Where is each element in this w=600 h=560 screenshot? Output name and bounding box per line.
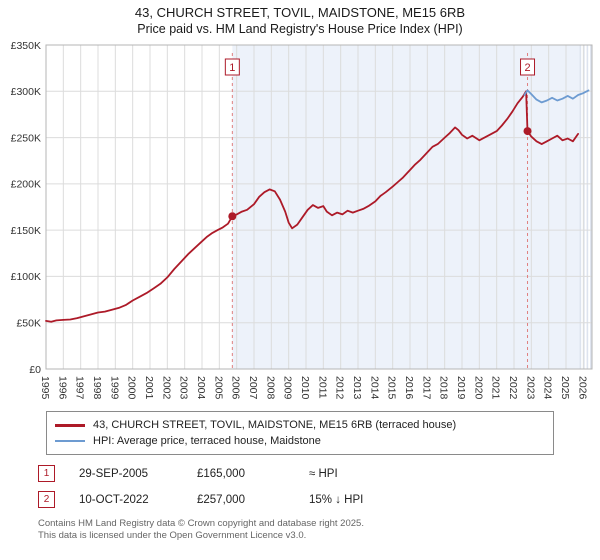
svg-text:2010: 2010 (299, 376, 311, 400)
price-line-swatch (55, 423, 85, 427)
sale-2-date: 10-OCT-2022 (79, 493, 149, 506)
price-chart: 1 2 £0 £50K £100K £150K £200K £250K £300K £350K 19… (0, 37, 600, 409)
svg-text:1996: 1996 (56, 376, 68, 400)
svg-text:£250K: £250K (11, 132, 41, 144)
svg-text:1997: 1997 (74, 376, 86, 400)
svg-text:2021: 2021 (490, 376, 502, 400)
sale-1-price: £165,000 (197, 467, 245, 480)
svg-text:£0: £0 (29, 364, 41, 376)
svg-text:2004: 2004 (195, 376, 207, 400)
sale-annotations: 1 29-SEP-2005 £165,000 ≈ HPI 2 10-OCT-20… (38, 465, 558, 508)
svg-text:2014: 2014 (368, 376, 380, 400)
legend-label: 43, CHURCH STREET, TOVIL, MAIDSTONE, ME1… (93, 419, 457, 431)
sale-2-marker: 2 (38, 491, 55, 508)
svg-text:2020: 2020 (472, 376, 484, 400)
svg-text:2012: 2012 (334, 376, 346, 400)
svg-text:2023: 2023 (524, 376, 536, 400)
svg-text:1995: 1995 (39, 376, 51, 400)
sale-1-hpi-relation: ≈ HPI (309, 467, 338, 480)
svg-text:2026: 2026 (576, 376, 588, 400)
svg-text:2015: 2015 (386, 376, 398, 400)
svg-text:1: 1 (229, 62, 235, 74)
svg-text:2016: 2016 (403, 376, 415, 400)
svg-text:2022: 2022 (507, 376, 519, 400)
svg-text:2011: 2011 (316, 376, 328, 399)
chart-legend: 43, CHURCH STREET, TOVIL, MAIDSTONE, ME1… (46, 411, 554, 455)
svg-text:2000: 2000 (126, 376, 138, 400)
svg-text:2006: 2006 (230, 376, 242, 400)
svg-text:2025: 2025 (559, 376, 571, 400)
footer-line-2: This data is licensed under the Open Gov… (38, 529, 307, 541)
svg-text:2002: 2002 (160, 376, 172, 400)
hpi-line-swatch (55, 440, 85, 442)
sale-1-marker: 1 (38, 465, 55, 482)
svg-text:2017: 2017 (420, 376, 432, 400)
svg-text:£200K: £200K (11, 179, 41, 191)
page-title: 43, CHURCH STREET, TOVIL, MAIDSTONE, ME1… (134, 5, 466, 20)
price-chart-canvas: 1 2 £0 £50K £100K £150K £200K £250K £300K £350K 19… (11, 40, 593, 400)
svg-text:2019: 2019 (455, 376, 467, 400)
svg-text:2007: 2007 (247, 376, 259, 400)
page-subtitle: Price paid vs. HM Land Registry's House … (137, 22, 463, 36)
sale-2-hpi-relation: 15% ↓ HPI (309, 493, 364, 506)
svg-text:£50K: £50K (16, 318, 41, 330)
svg-text:2009: 2009 (282, 376, 294, 400)
sale-2-price: £257,000 (197, 493, 245, 506)
svg-text:2013: 2013 (351, 376, 363, 400)
svg-text:1999: 1999 (108, 376, 120, 400)
svg-text:£150K: £150K (11, 225, 41, 237)
svg-text:£300K: £300K (11, 86, 41, 98)
svg-text:2008: 2008 (264, 376, 276, 400)
svg-text:2: 2 (524, 62, 530, 74)
footer-line-1: Contains HM Land Registry data © Crown c… (38, 518, 364, 529)
svg-text:2024: 2024 (542, 376, 554, 400)
chart-header: 43, CHURCH STREET, TOVIL, MAIDSTONE, ME1… (0, 0, 600, 37)
legend-label: HPI: Average price, terraced house, Maid… (93, 435, 321, 447)
svg-text:2018: 2018 (438, 376, 450, 400)
svg-text:2001: 2001 (143, 376, 155, 400)
sale-row-1: 1 29-SEP-2005 £165,000 ≈ HPI (38, 465, 558, 482)
svg-text:1998: 1998 (91, 376, 103, 400)
legend-item-hpi: HPI: Average price, terraced house, Maid… (55, 433, 545, 449)
license-footer: Contains HM Land Registry data © Crown c… (38, 518, 600, 541)
legend-item-price-paid: 43, CHURCH STREET, TOVIL, MAIDSTONE, ME1… (55, 417, 545, 433)
sale-row-2: 2 10-OCT-2022 £257,000 15% ↓ HPI (38, 491, 558, 508)
svg-text:2005: 2005 (212, 376, 224, 400)
svg-text:2003: 2003 (178, 376, 190, 400)
svg-text:£100K: £100K (11, 271, 41, 283)
sale-1-date: 29-SEP-2005 (79, 467, 149, 480)
svg-text:£350K: £350K (11, 40, 41, 52)
